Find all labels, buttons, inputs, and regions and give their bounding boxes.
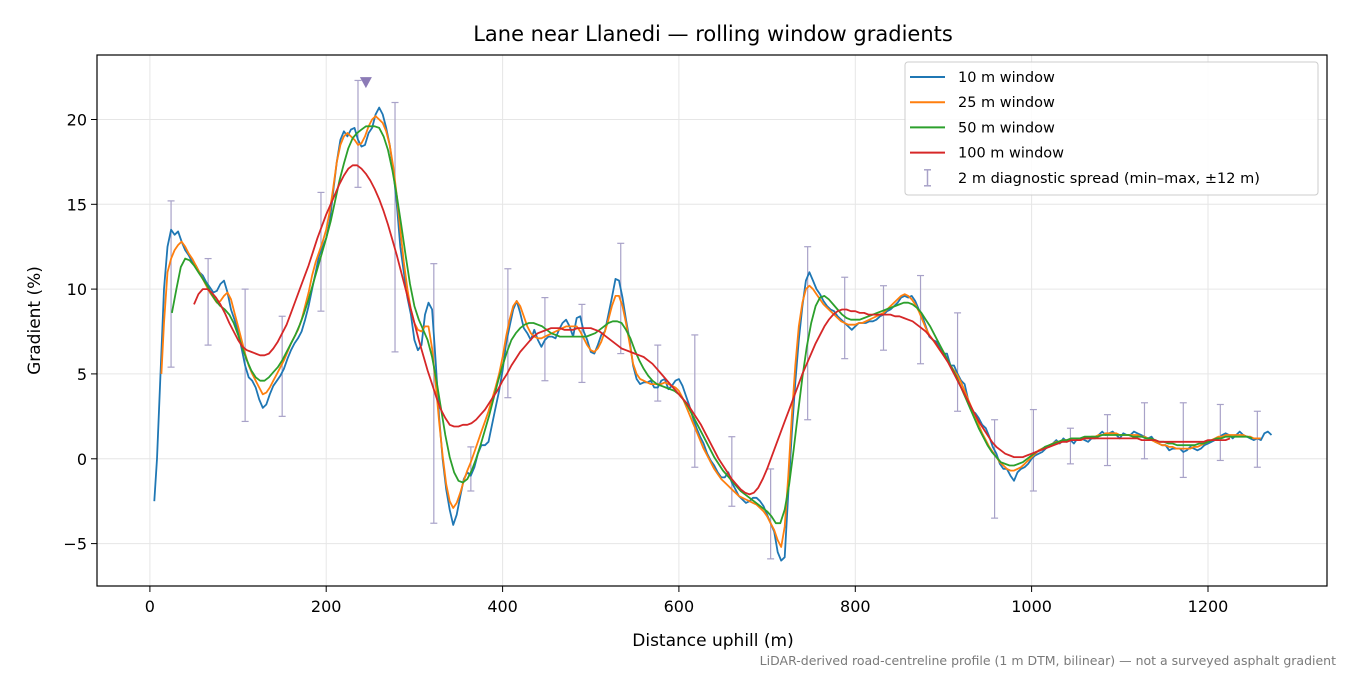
x-tick-label: 800	[840, 597, 871, 616]
error-bar	[879, 285, 887, 351]
y-tick-label: 5	[77, 365, 87, 384]
x-tick-label: 0	[145, 597, 155, 616]
y-tick-label: 10	[67, 280, 87, 299]
y-tick-label: −5	[63, 535, 87, 554]
legend-label: 2 m diagnostic spread (min–max, ±12 m)	[958, 171, 1260, 187]
axis-ticks: 0 200 400 600 800 1000 1200 −5 0 5 10 15 20	[63, 111, 1228, 617]
error-bar	[204, 257, 212, 346]
error-bar	[1029, 408, 1037, 492]
error-bar	[954, 312, 962, 412]
error-bars	[167, 79, 1261, 560]
legend-item: 50 m window	[910, 120, 1055, 136]
chart-title: Lane near Llanedi — rolling window gradi…	[473, 22, 953, 46]
error-bar	[1103, 414, 1111, 467]
error-bar	[391, 101, 399, 353]
error-bar	[691, 334, 699, 468]
error-bar	[1216, 403, 1224, 462]
legend-item: 2 m diagnostic spread (min–max, ±12 m)	[924, 169, 1260, 187]
legend-item: 100 m window	[910, 146, 1064, 162]
error-bar	[1066, 427, 1074, 465]
y-tick-label: 20	[67, 111, 87, 130]
x-axis-label: Distance uphill (m)	[632, 631, 793, 651]
legend: 10 m window 25 m window 50 m window 100 m w…	[904, 61, 1319, 196]
y-tick-label: 0	[77, 450, 87, 469]
y-tick-label: 15	[67, 195, 87, 214]
x-tick-label: 1000	[1011, 597, 1052, 616]
error-bar	[467, 446, 475, 492]
grid	[97, 55, 1327, 586]
legend-label: 50 m window	[958, 120, 1055, 136]
error-bar	[991, 419, 999, 519]
series-lines	[153, 106, 1273, 562]
peak-marker-layer	[359, 77, 372, 89]
legend-item: 10 m window	[910, 70, 1055, 86]
legend-label: 100 m window	[958, 146, 1064, 162]
x-tick-label: 400	[487, 597, 518, 616]
y-axis-label: Gradient (%)	[25, 266, 45, 375]
legend-box	[904, 61, 1319, 196]
legend-label: 10 m window	[958, 70, 1055, 86]
error-bar	[1179, 402, 1187, 479]
footnote: LiDAR-derived road-centreline profile (1…	[760, 653, 1336, 668]
legend-label: 25 m window	[958, 95, 1055, 111]
error-bar	[354, 79, 362, 188]
error-bar	[1140, 402, 1148, 460]
error-bar	[841, 276, 849, 360]
series-line-4	[193, 164, 1231, 496]
legend-item: 25 m window	[910, 95, 1055, 111]
x-tick-label: 600	[664, 597, 695, 616]
error-bar	[578, 303, 586, 384]
error-bar	[167, 200, 175, 368]
error-bar	[767, 468, 775, 560]
x-tick-label: 1200	[1188, 597, 1229, 616]
series-line-1	[153, 106, 1273, 562]
x-tick-label: 200	[311, 597, 342, 616]
peak-marker	[359, 77, 372, 89]
error-bar	[917, 274, 925, 365]
error-bar	[430, 263, 438, 524]
error-bar	[728, 436, 736, 507]
series-line-3	[171, 125, 1253, 525]
plot-frame	[96, 54, 1328, 587]
error-bar	[654, 344, 662, 402]
